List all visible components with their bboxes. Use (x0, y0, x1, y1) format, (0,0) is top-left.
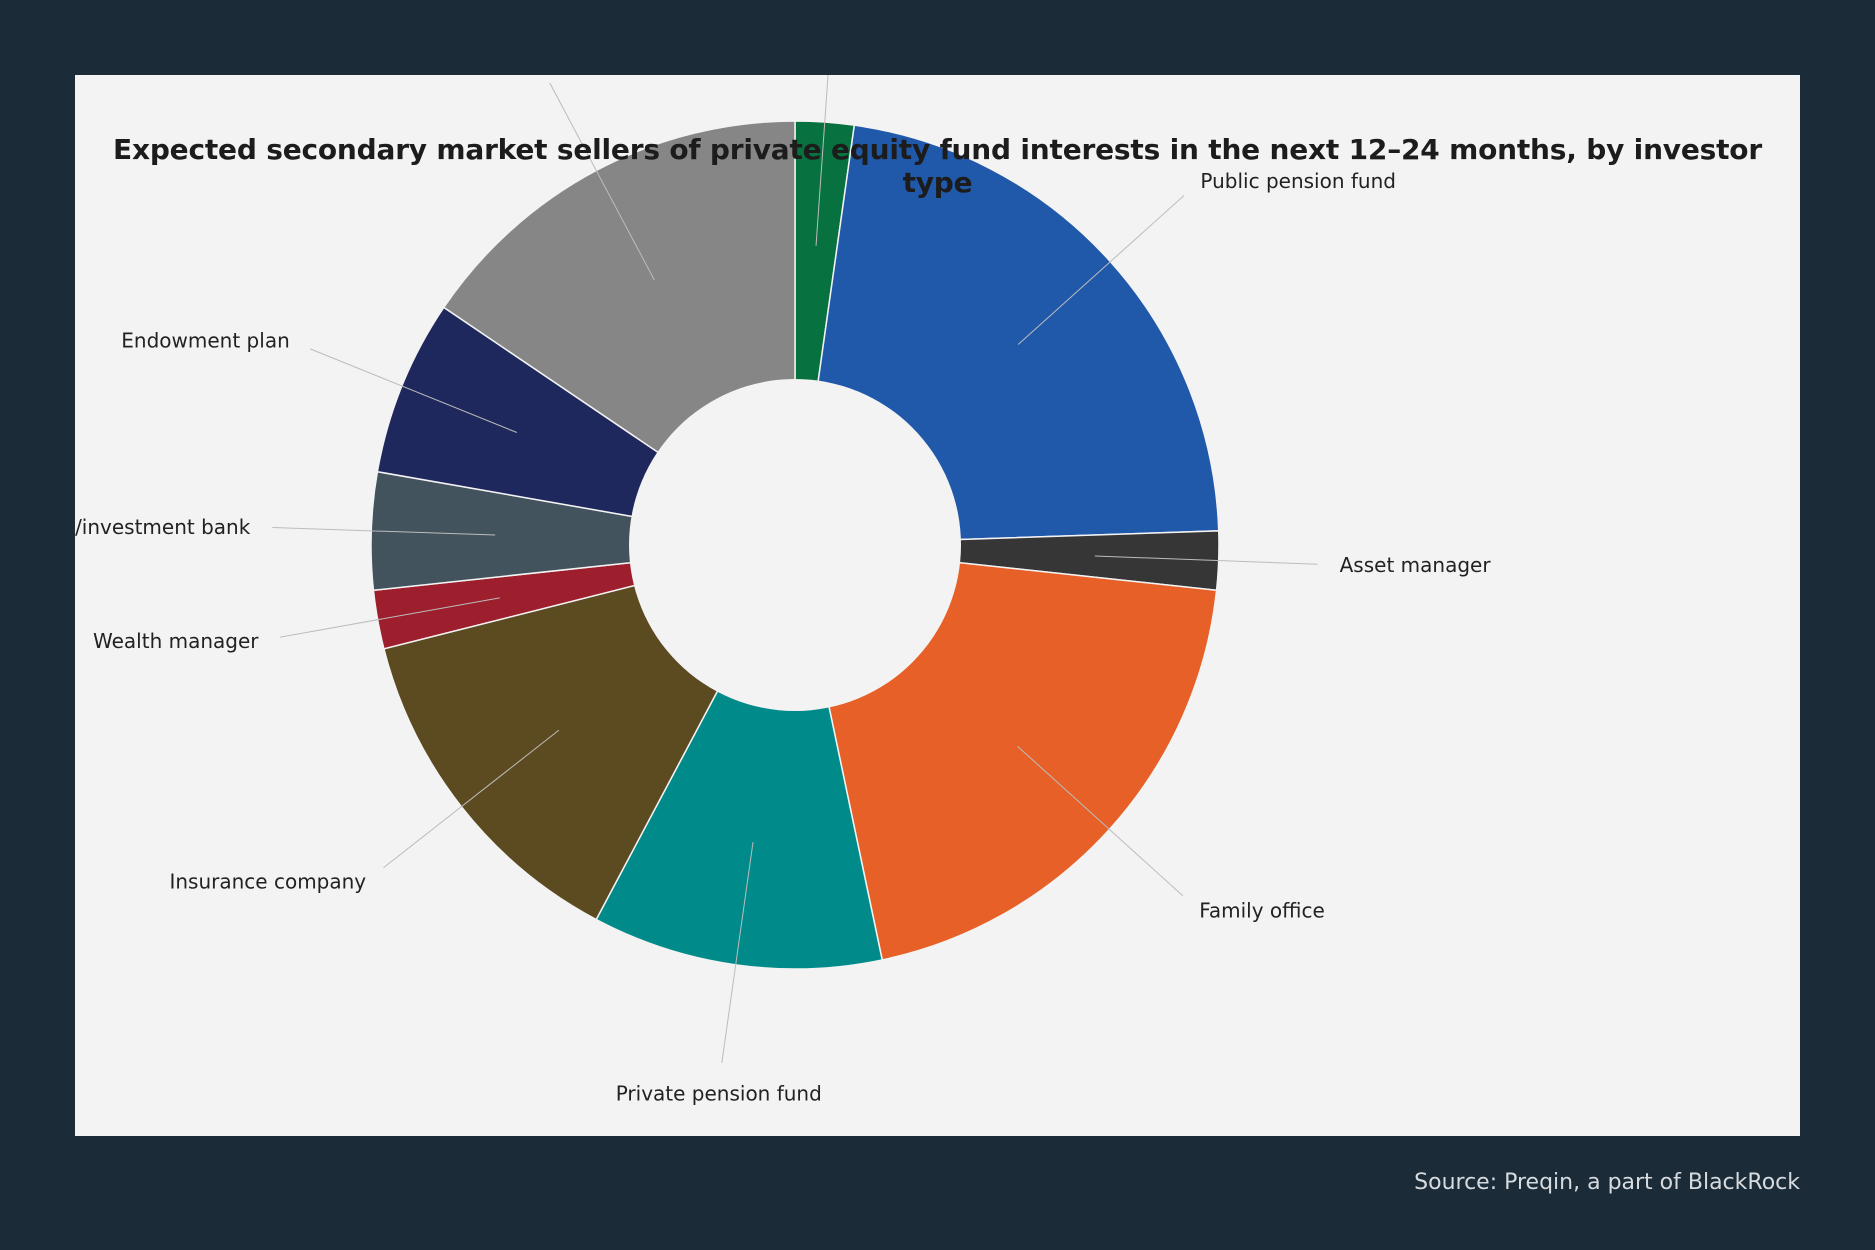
slice-label-endowment-plan: Endowment plan (121, 329, 289, 353)
leader-line-fund-of-funds-manager (815, 75, 829, 246)
leader-line-wealth-manager (280, 597, 500, 638)
slice-label-asset-manager: Asset manager (1340, 553, 1492, 577)
slice-label-insurance-company: Insurance company (169, 869, 366, 893)
leader-line-family-office (1017, 745, 1184, 897)
slice-label-wealth-manager: Wealth manager (93, 629, 259, 653)
leader-line-other (549, 82, 655, 281)
leader-line-asset-manager (1094, 555, 1318, 565)
source-note: Source: Preqin, a part of BlackRock (1414, 1170, 1800, 1195)
leader-lines-layer (272, 75, 1318, 1063)
leader-line-public-pension-fund (1017, 195, 1185, 345)
slice-label-public-pension-fund: Public pension fund (1200, 169, 1396, 193)
leader-line-insurance-company (383, 729, 560, 869)
leader-line-endowment-plan (309, 348, 518, 433)
slice-label-family-office: Family office (1199, 899, 1325, 923)
leader-line-private-pension-fund (721, 841, 754, 1063)
slice-label-bank-investment-bank: Bank/investment bank (75, 515, 251, 539)
chart-card: Fund of funds managerPublic pension fund… (75, 75, 1800, 1136)
donut-chart: Fund of funds managerPublic pension fund… (75, 75, 1492, 1106)
leader-line-bank-investment-bank (272, 527, 496, 536)
slice-labels-layer: Fund of funds managerPublic pension fund… (75, 169, 1492, 1106)
donut-hole (629, 379, 961, 711)
chart-title: Expected secondary market sellers of pri… (113, 133, 1762, 199)
slice-label-private-pension-fund: Private pension fund (616, 1082, 822, 1106)
